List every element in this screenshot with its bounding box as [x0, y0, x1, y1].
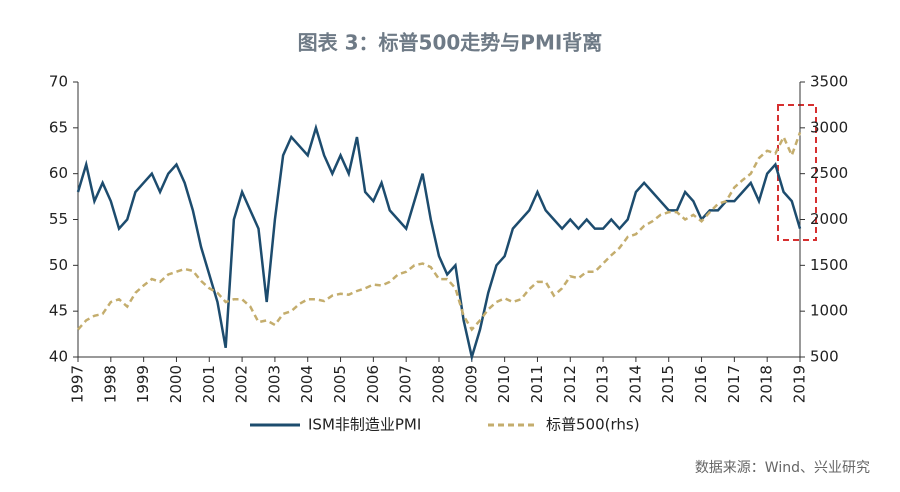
- x-tick-label: 1999: [134, 365, 152, 403]
- x-tick-label: 2001: [200, 365, 218, 403]
- x-tick-label: 2008: [430, 365, 448, 403]
- source: 数据来源：Wind、兴业研究: [695, 460, 870, 476]
- legend-label: ISM非制造业PMI: [308, 416, 421, 434]
- y2-tick-label: 2500: [810, 164, 848, 182]
- x-tick-label: 2004: [298, 365, 316, 403]
- x-tick-label: 2007: [397, 365, 415, 403]
- x-tick-label: 2015: [659, 365, 677, 403]
- y-tick-label: 55: [49, 210, 68, 228]
- y-tick-label: 40: [49, 348, 68, 366]
- x-tick-label: 2006: [364, 365, 382, 403]
- x-tick-label: 1997: [69, 365, 87, 403]
- series-line: [76, 123, 802, 362]
- x-tick-label: 2009: [462, 365, 480, 403]
- y-tick-label: 70: [49, 73, 68, 91]
- chart-title: 图表 3：标普500走势与PMI背离: [298, 31, 603, 55]
- y2-tick-label: 2000: [810, 210, 848, 228]
- series-line: [77, 131, 802, 332]
- highlight-box: [777, 104, 817, 241]
- x-tick-label: 2017: [725, 365, 743, 403]
- x-tick-label: 2014: [626, 365, 644, 403]
- x-tick-label: 2013: [594, 365, 612, 403]
- y2-tick-label: 3000: [810, 118, 848, 136]
- x-tick-label: 2010: [495, 365, 513, 403]
- x-tick-label: 2019: [791, 365, 809, 403]
- x-tick-label: 2000: [167, 365, 185, 403]
- y2-tick-label: 3500: [810, 73, 848, 91]
- x-tick-label: 2011: [528, 365, 546, 403]
- y-tick-label: 65: [49, 118, 68, 136]
- x-tick-label: 1998: [101, 365, 119, 403]
- legend-label: 标普500(rhs): [546, 416, 640, 434]
- y-tick-label: 50: [49, 256, 68, 274]
- x-tick-label: 2016: [692, 365, 710, 403]
- y2-tick-label: 500: [810, 348, 839, 366]
- x-tick-label: 2005: [331, 365, 349, 403]
- y2-tick-label: 1000: [810, 302, 848, 320]
- x-tick-label: 2003: [265, 365, 283, 403]
- x-tick-label: 2002: [233, 365, 251, 403]
- x-tick-label: 2012: [561, 365, 579, 403]
- y-tick-label: 45: [49, 302, 68, 320]
- y2-tick-label: 1500: [810, 256, 848, 274]
- y-tick-label: 60: [49, 164, 68, 182]
- x-tick-label: 2018: [758, 365, 776, 403]
